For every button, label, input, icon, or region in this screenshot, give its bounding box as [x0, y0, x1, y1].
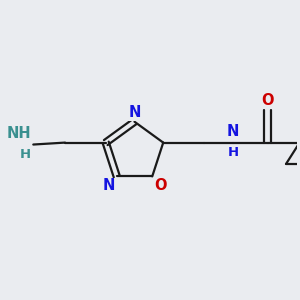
Text: H: H [20, 148, 31, 160]
Text: NH: NH [7, 126, 31, 141]
Text: O: O [262, 93, 274, 108]
Text: H: H [227, 146, 239, 159]
Text: N: N [227, 124, 239, 140]
Text: N: N [128, 105, 141, 120]
Text: N: N [102, 178, 115, 193]
Text: O: O [154, 178, 167, 193]
